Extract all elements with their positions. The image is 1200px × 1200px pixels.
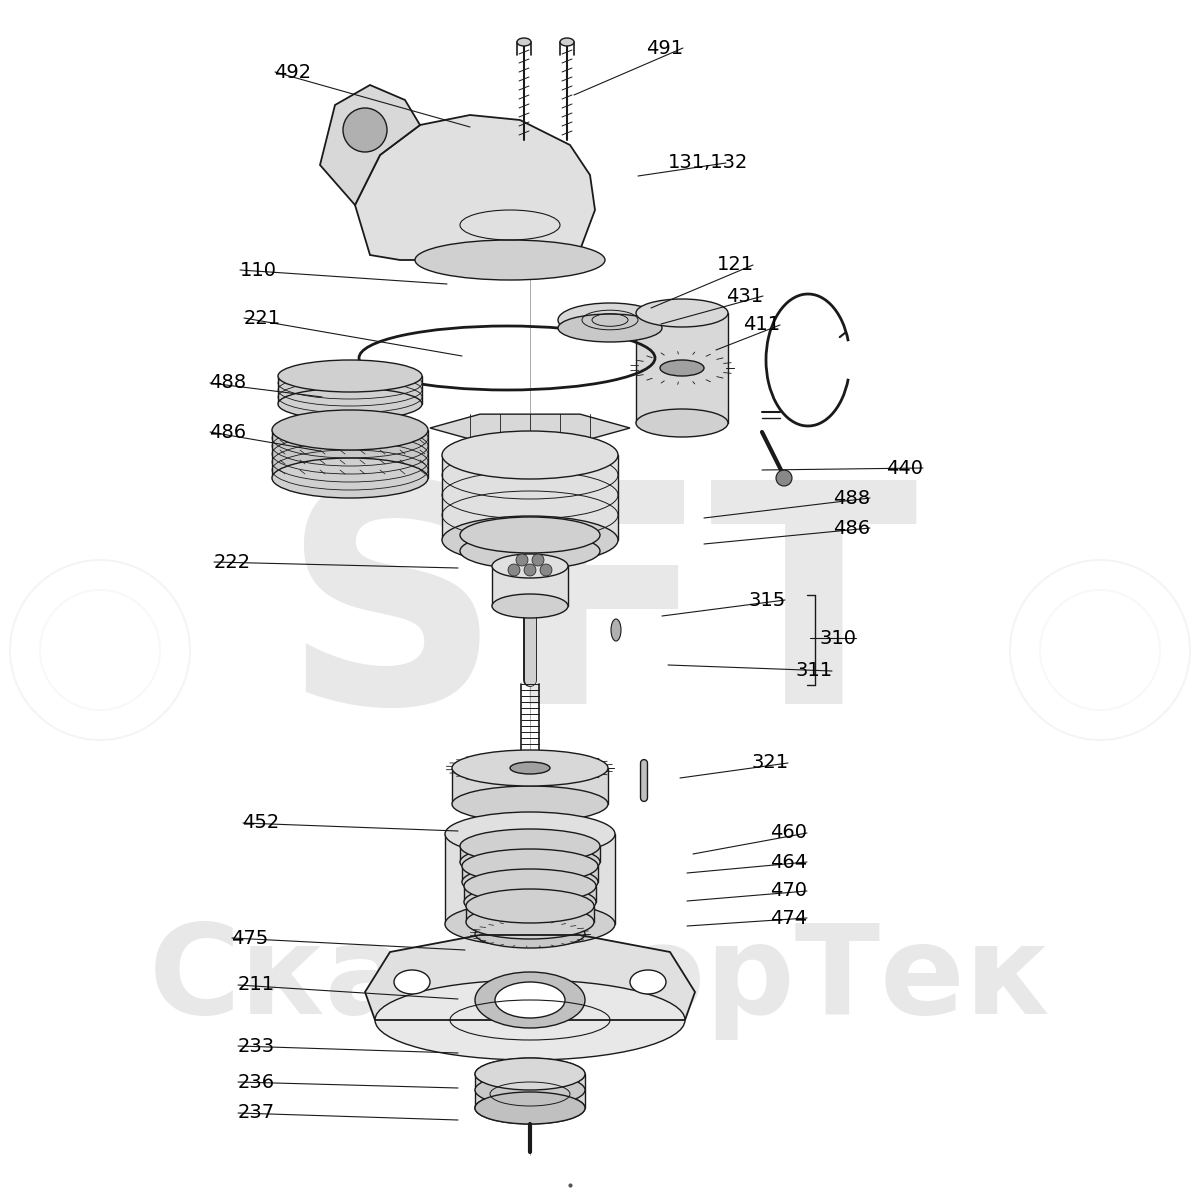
Polygon shape (442, 455, 618, 540)
Circle shape (532, 554, 544, 566)
Ellipse shape (475, 1092, 586, 1124)
Text: 236: 236 (238, 1073, 275, 1092)
Text: 211: 211 (238, 976, 275, 995)
Text: SFT: SFT (282, 472, 918, 768)
Polygon shape (278, 376, 422, 404)
Ellipse shape (464, 886, 596, 919)
Polygon shape (452, 768, 608, 804)
Text: 431: 431 (726, 287, 763, 306)
Ellipse shape (452, 750, 608, 786)
Ellipse shape (460, 517, 600, 553)
Polygon shape (445, 834, 616, 924)
Text: 221: 221 (244, 308, 281, 328)
Text: 440: 440 (887, 458, 924, 478)
Ellipse shape (272, 458, 428, 498)
Text: 121: 121 (716, 256, 754, 275)
Ellipse shape (442, 516, 618, 564)
Ellipse shape (460, 845, 600, 878)
Text: 222: 222 (214, 552, 251, 571)
Text: 110: 110 (240, 260, 276, 280)
Ellipse shape (475, 1074, 586, 1106)
Ellipse shape (374, 980, 685, 1060)
Text: СканФорТек: СканФорТек (149, 919, 1051, 1040)
Text: 460: 460 (770, 823, 808, 842)
Ellipse shape (492, 554, 568, 578)
Text: 411: 411 (744, 316, 780, 335)
Polygon shape (462, 866, 598, 882)
Circle shape (516, 554, 528, 566)
Circle shape (776, 470, 792, 486)
Text: 310: 310 (820, 629, 857, 648)
Polygon shape (365, 935, 695, 1020)
Text: 321: 321 (751, 754, 788, 773)
Circle shape (524, 564, 536, 576)
Ellipse shape (394, 970, 430, 994)
Text: 474: 474 (770, 908, 808, 928)
Ellipse shape (475, 1058, 586, 1090)
Polygon shape (320, 85, 420, 205)
Polygon shape (475, 1074, 586, 1108)
Ellipse shape (630, 970, 666, 994)
Ellipse shape (510, 762, 550, 774)
Ellipse shape (272, 410, 428, 450)
Ellipse shape (611, 619, 622, 641)
Ellipse shape (466, 905, 594, 938)
Text: 311: 311 (796, 661, 833, 680)
Text: 131,132: 131,132 (668, 154, 748, 173)
Polygon shape (464, 886, 596, 902)
Ellipse shape (460, 533, 600, 569)
Polygon shape (460, 535, 600, 551)
Ellipse shape (558, 302, 662, 337)
Text: 315: 315 (749, 590, 786, 610)
Text: 486: 486 (210, 422, 246, 442)
Polygon shape (430, 414, 630, 442)
Text: 486: 486 (834, 518, 870, 538)
Ellipse shape (636, 409, 728, 437)
Text: 492: 492 (275, 62, 312, 82)
Text: 470: 470 (770, 882, 808, 900)
Text: 488: 488 (210, 373, 246, 392)
Ellipse shape (492, 594, 568, 618)
Text: 491: 491 (647, 38, 684, 58)
Polygon shape (460, 846, 600, 862)
Ellipse shape (278, 360, 422, 392)
Text: 475: 475 (232, 929, 269, 948)
Ellipse shape (475, 972, 586, 1028)
Text: 488: 488 (834, 488, 870, 508)
Ellipse shape (415, 240, 605, 280)
Ellipse shape (558, 314, 662, 342)
Ellipse shape (517, 38, 530, 46)
Ellipse shape (466, 889, 594, 923)
Circle shape (540, 564, 552, 576)
Text: 464: 464 (770, 852, 808, 871)
Ellipse shape (452, 786, 608, 822)
Ellipse shape (475, 1092, 586, 1124)
Polygon shape (355, 115, 595, 260)
Polygon shape (272, 430, 428, 478)
Ellipse shape (462, 850, 598, 883)
Ellipse shape (445, 812, 616, 856)
Ellipse shape (475, 920, 586, 948)
Text: 452: 452 (242, 814, 280, 833)
Ellipse shape (496, 982, 565, 1018)
Ellipse shape (464, 869, 596, 902)
Circle shape (508, 564, 520, 576)
Ellipse shape (343, 108, 386, 152)
Polygon shape (636, 313, 728, 422)
Ellipse shape (445, 902, 616, 946)
Polygon shape (492, 566, 568, 606)
Ellipse shape (278, 388, 422, 420)
Text: 233: 233 (238, 1037, 275, 1056)
Ellipse shape (462, 865, 598, 899)
Ellipse shape (636, 299, 728, 326)
Text: 237: 237 (238, 1104, 275, 1122)
Polygon shape (466, 906, 594, 922)
Ellipse shape (442, 431, 618, 479)
Ellipse shape (560, 38, 574, 46)
Ellipse shape (460, 829, 600, 863)
Ellipse shape (660, 360, 704, 376)
